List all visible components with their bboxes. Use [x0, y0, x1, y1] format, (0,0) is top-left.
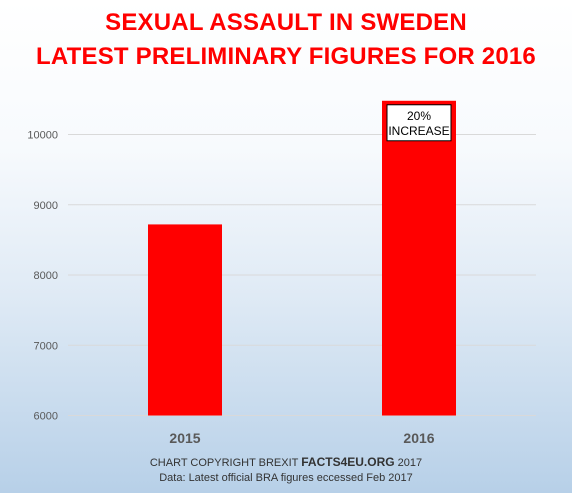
chart-title-line-1: SEXUAL ASSAULT IN SWEDEN: [105, 9, 467, 36]
data-source-note: Data: Latest official BRA figures eccess…: [159, 472, 413, 484]
y-tick-label: 7000: [34, 340, 58, 352]
bar-2015: [148, 224, 222, 416]
annotation-text: INCREASE: [388, 124, 449, 138]
copyright-brand: FACTS4EU.ORG: [301, 455, 395, 469]
y-tick-label: 6000: [34, 411, 58, 423]
annotation-text: 20%: [407, 109, 431, 123]
bar-2016: [382, 100, 456, 416]
y-tick-label: 8000: [34, 270, 58, 282]
annotation-box: [386, 104, 452, 142]
y-tick-label: 10000: [27, 130, 58, 142]
y-tick-label: 9000: [34, 200, 58, 212]
copyright-suffix: 2017: [394, 457, 423, 469]
copyright-notice: CHART COPYRIGHT BREXIT FACTS4EU.ORG 2017: [0, 455, 572, 469]
x-tick-label: 2016: [403, 430, 434, 446]
x-tick-label: 2015: [169, 430, 200, 446]
copyright-prefix: CHART COPYRIGHT BREXIT: [149, 457, 302, 469]
chart-title-line-2: LATEST PRELIMINARY FIGURES FOR 2016: [36, 43, 536, 70]
